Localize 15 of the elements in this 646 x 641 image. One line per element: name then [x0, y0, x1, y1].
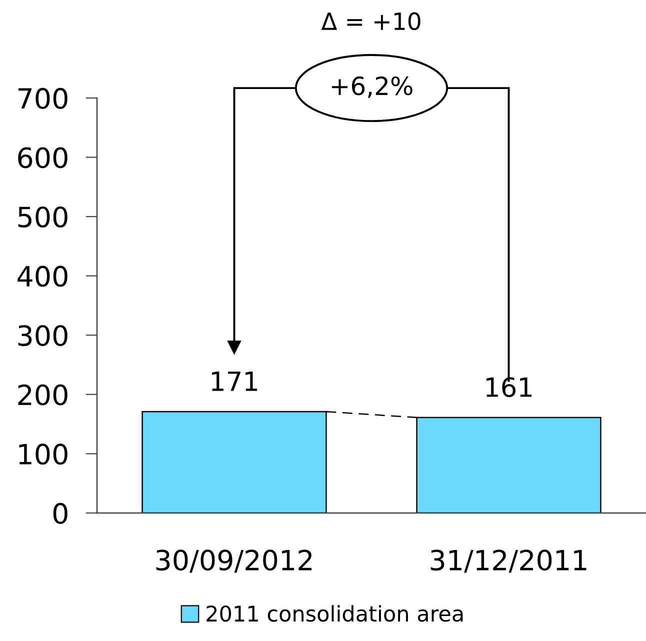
y-tick-label: 200 [18, 384, 68, 406]
text: +6,2% [332, 76, 412, 98]
y-tick-label: 100 [19, 444, 68, 465]
legend-label: 2011 consolidation area [206, 605, 463, 622]
x-tick-label: 31/12/2011 [430, 550, 586, 573]
y-tick-label: 400 [18, 266, 68, 287]
y-tick-label: 500 [18, 206, 68, 228]
data-label: 161 [486, 377, 532, 398]
data-label: 171 [212, 372, 257, 391]
y-tick-label: 600 [18, 147, 68, 168]
text: Δ = +10 [321, 12, 420, 30]
y-tick-label: 700 [18, 88, 68, 109]
x-tick-label: 30/09/2012 [156, 550, 312, 573]
y-tick-label: 300 [18, 325, 68, 346]
y-tick-label: 0 [53, 502, 68, 524]
